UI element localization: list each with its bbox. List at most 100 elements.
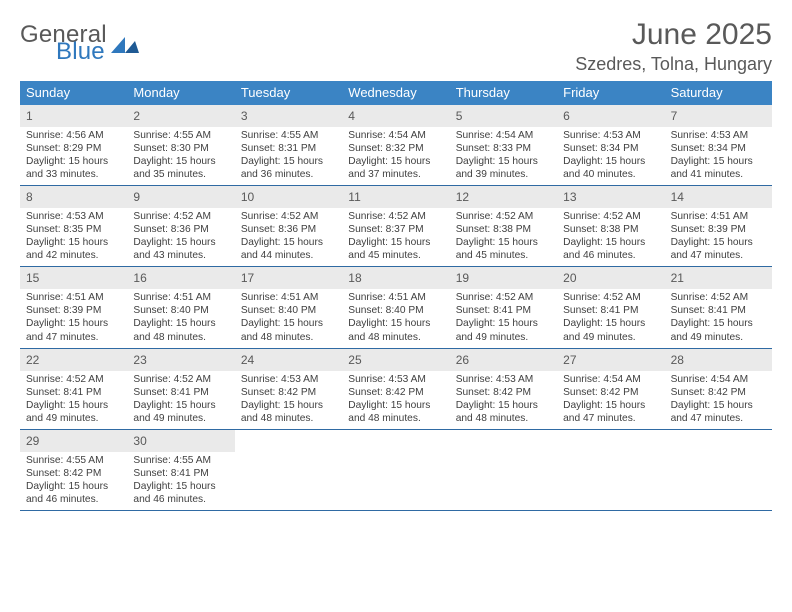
page-subtitle: Szedres, Tolna, Hungary bbox=[575, 54, 772, 75]
sunrise-text: Sunrise: 4:52 AM bbox=[456, 291, 551, 304]
daylight-text: and 40 minutes. bbox=[563, 168, 658, 181]
day-body: Sunrise: 4:53 AMSunset: 8:42 PMDaylight:… bbox=[450, 371, 557, 429]
day-number-bar: 21 bbox=[665, 267, 772, 289]
day-cell: 19Sunrise: 4:52 AMSunset: 8:41 PMDayligh… bbox=[450, 267, 557, 347]
day-number-bar: 19 bbox=[450, 267, 557, 289]
day-cell: 23Sunrise: 4:52 AMSunset: 8:41 PMDayligh… bbox=[127, 349, 234, 429]
sunset-text: Sunset: 8:34 PM bbox=[563, 142, 658, 155]
daylight-text: Daylight: 15 hours bbox=[133, 236, 228, 249]
day-number: 2 bbox=[133, 109, 140, 123]
daylight-text: Daylight: 15 hours bbox=[133, 480, 228, 493]
sunset-text: Sunset: 8:41 PM bbox=[563, 304, 658, 317]
sunrise-text: Sunrise: 4:53 AM bbox=[671, 129, 766, 142]
day-cell bbox=[235, 430, 342, 510]
day-number-bar: 4 bbox=[342, 105, 449, 127]
day-number-bar: 18 bbox=[342, 267, 449, 289]
sunset-text: Sunset: 8:41 PM bbox=[26, 386, 121, 399]
daylight-text: and 48 minutes. bbox=[133, 331, 228, 344]
daylight-text: Daylight: 15 hours bbox=[241, 155, 336, 168]
day-number-bar: 27 bbox=[557, 349, 664, 371]
sunrise-text: Sunrise: 4:52 AM bbox=[563, 291, 658, 304]
day-body: Sunrise: 4:52 AMSunset: 8:36 PMDaylight:… bbox=[235, 208, 342, 266]
daylight-text: Daylight: 15 hours bbox=[456, 236, 551, 249]
sunset-text: Sunset: 8:42 PM bbox=[241, 386, 336, 399]
day-cell: 2 Sunrise: 4:55 AMSunset: 8:30 PMDaylight… bbox=[127, 105, 234, 185]
day-body: Sunrise: 4:52 AMSunset: 8:36 PMDaylight:… bbox=[127, 208, 234, 266]
day-cell: 10Sunrise: 4:52 AMSunset: 8:36 PMDayligh… bbox=[235, 186, 342, 266]
sunrise-text: Sunrise: 4:54 AM bbox=[671, 373, 766, 386]
day-number-bar: 7 bbox=[665, 105, 772, 127]
day-body: Sunrise: 4:55 AMSunset: 8:30 PMDaylight:… bbox=[127, 127, 234, 185]
day-body: Sunrise: 4:51 AMSunset: 8:40 PMDaylight:… bbox=[342, 289, 449, 347]
daylight-text: and 49 minutes. bbox=[133, 412, 228, 425]
sunset-text: Sunset: 8:37 PM bbox=[348, 223, 443, 236]
day-number-bar: 15 bbox=[20, 267, 127, 289]
day-number: 4 bbox=[348, 109, 355, 123]
week-row: 1Sunrise: 4:56 AMSunset: 8:29 PMDaylight… bbox=[20, 105, 772, 186]
sunrise-text: Sunrise: 4:52 AM bbox=[26, 373, 121, 386]
daylight-text: and 45 minutes. bbox=[348, 249, 443, 262]
daylight-text: Daylight: 15 hours bbox=[348, 236, 443, 249]
day-number-bar: 28 bbox=[665, 349, 772, 371]
sunset-text: Sunset: 8:35 PM bbox=[26, 223, 121, 236]
sunrise-text: Sunrise: 4:52 AM bbox=[456, 210, 551, 223]
day-body: Sunrise: 4:53 AMSunset: 8:42 PMDaylight:… bbox=[235, 371, 342, 429]
sunrise-text: Sunrise: 4:51 AM bbox=[241, 291, 336, 304]
daylight-text: Daylight: 15 hours bbox=[26, 155, 121, 168]
sunrise-text: Sunrise: 4:52 AM bbox=[133, 210, 228, 223]
daylight-text: and 48 minutes. bbox=[241, 331, 336, 344]
sunrise-text: Sunrise: 4:55 AM bbox=[26, 454, 121, 467]
day-number-bar: 26 bbox=[450, 349, 557, 371]
day-of-week-cell: Thursday bbox=[450, 81, 557, 105]
sunrise-text: Sunrise: 4:53 AM bbox=[241, 373, 336, 386]
day-number: 21 bbox=[671, 271, 684, 285]
sunset-text: Sunset: 8:41 PM bbox=[456, 304, 551, 317]
day-cell: 6Sunrise: 4:53 AMSunset: 8:34 PMDaylight… bbox=[557, 105, 664, 185]
daylight-text: and 47 minutes. bbox=[671, 412, 766, 425]
daylight-text: Daylight: 15 hours bbox=[671, 155, 766, 168]
sunrise-text: Sunrise: 4:53 AM bbox=[26, 210, 121, 223]
day-number: 18 bbox=[348, 271, 361, 285]
sunrise-text: Sunrise: 4:55 AM bbox=[133, 129, 228, 142]
page-title: June 2025 bbox=[575, 18, 772, 52]
day-number-bar: 20 bbox=[557, 267, 664, 289]
sunset-text: Sunset: 8:36 PM bbox=[241, 223, 336, 236]
day-number: 9 bbox=[133, 190, 140, 204]
daylight-text: and 43 minutes. bbox=[133, 249, 228, 262]
sunrise-text: Sunrise: 4:52 AM bbox=[241, 210, 336, 223]
sunrise-text: Sunrise: 4:52 AM bbox=[671, 291, 766, 304]
day-body: Sunrise: 4:51 AMSunset: 8:40 PMDaylight:… bbox=[127, 289, 234, 347]
day-number-bar: 24 bbox=[235, 349, 342, 371]
daylight-text: Daylight: 15 hours bbox=[671, 317, 766, 330]
daylight-text: and 49 minutes. bbox=[671, 331, 766, 344]
sunrise-text: Sunrise: 4:53 AM bbox=[348, 373, 443, 386]
week-row: 8Sunrise: 4:53 AMSunset: 8:35 PMDaylight… bbox=[20, 186, 772, 267]
day-cell: 13Sunrise: 4:52 AMSunset: 8:38 PMDayligh… bbox=[557, 186, 664, 266]
sunrise-text: Sunrise: 4:51 AM bbox=[133, 291, 228, 304]
day-cell: 5Sunrise: 4:54 AMSunset: 8:33 PMDaylight… bbox=[450, 105, 557, 185]
day-number-bar: 25 bbox=[342, 349, 449, 371]
day-cell: 15Sunrise: 4:51 AMSunset: 8:39 PMDayligh… bbox=[20, 267, 127, 347]
sunrise-text: Sunrise: 4:54 AM bbox=[456, 129, 551, 142]
day-cell: 25Sunrise: 4:53 AMSunset: 8:42 PMDayligh… bbox=[342, 349, 449, 429]
day-of-week-cell: Friday bbox=[557, 81, 664, 105]
daylight-text: and 49 minutes. bbox=[456, 331, 551, 344]
day-cell bbox=[557, 430, 664, 510]
day-number: 26 bbox=[456, 353, 469, 367]
day-cell: 9 Sunrise: 4:52 AMSunset: 8:36 PMDaylight… bbox=[127, 186, 234, 266]
day-cell: 3Sunrise: 4:55 AMSunset: 8:31 PMDaylight… bbox=[235, 105, 342, 185]
day-number: 27 bbox=[563, 353, 576, 367]
day-body: Sunrise: 4:53 AMSunset: 8:35 PMDaylight:… bbox=[20, 208, 127, 266]
day-body: Sunrise: 4:52 AMSunset: 8:41 PMDaylight:… bbox=[450, 289, 557, 347]
daylight-text: and 46 minutes. bbox=[26, 493, 121, 506]
day-body: Sunrise: 4:54 AMSunset: 8:32 PMDaylight:… bbox=[342, 127, 449, 185]
day-number: 28 bbox=[671, 353, 684, 367]
sunrise-text: Sunrise: 4:52 AM bbox=[133, 373, 228, 386]
sunset-text: Sunset: 8:36 PM bbox=[133, 223, 228, 236]
daylight-text: Daylight: 15 hours bbox=[133, 399, 228, 412]
day-body: Sunrise: 4:52 AMSunset: 8:41 PMDaylight:… bbox=[665, 289, 772, 347]
day-number-bar: 23 bbox=[127, 349, 234, 371]
day-cell bbox=[342, 430, 449, 510]
day-of-week-cell: Monday bbox=[127, 81, 234, 105]
title-block: June 2025 Szedres, Tolna, Hungary bbox=[575, 18, 772, 75]
